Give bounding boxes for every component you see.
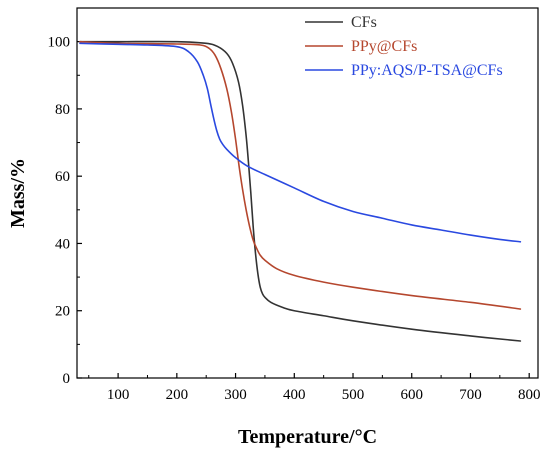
y-tick-label: 40 xyxy=(55,236,70,252)
y-tick-label: 60 xyxy=(55,169,70,185)
series-lines xyxy=(79,40,522,342)
x-axis-title: Temperature/°C xyxy=(238,426,377,448)
y-tick-label: 100 xyxy=(48,35,71,51)
legend-label: PPy@CFs xyxy=(351,38,417,55)
x-axis-ticks: 100 200 300 400 500 600 700 800 xyxy=(88,373,541,403)
x-tick-label: 100 xyxy=(107,387,130,403)
series-line-ppy-cfs xyxy=(79,40,522,310)
x-tick-label: 800 xyxy=(518,387,541,403)
y-tick-label: 80 xyxy=(55,102,70,118)
y-tick-label: 20 xyxy=(55,304,70,320)
x-tick-label: 300 xyxy=(224,387,247,403)
legend: CFs PPy@CFs PPy:AQS/P-TSA@CFs xyxy=(305,14,503,79)
x-tick-label: 700 xyxy=(459,387,482,403)
legend-label: PPy:AQS/P-TSA@CFs xyxy=(351,62,503,79)
y-tick-label: 0 xyxy=(63,371,71,387)
x-tick-label: 200 xyxy=(166,387,189,403)
plot-area xyxy=(76,7,539,379)
series-line-cfs xyxy=(79,40,522,342)
legend-label: CFs xyxy=(351,14,377,31)
x-tick-label: 500 xyxy=(342,387,365,403)
x-tick-label: 600 xyxy=(400,387,423,403)
plot-frame xyxy=(76,7,539,379)
y-axis-ticks: 0 20 40 60 80 100 xyxy=(48,35,82,387)
x-tick-label: 400 xyxy=(283,387,306,403)
y-axis-title: Mass/% xyxy=(7,158,29,228)
series-line-ppy-aqs-p-tsa-cfs xyxy=(79,42,522,243)
